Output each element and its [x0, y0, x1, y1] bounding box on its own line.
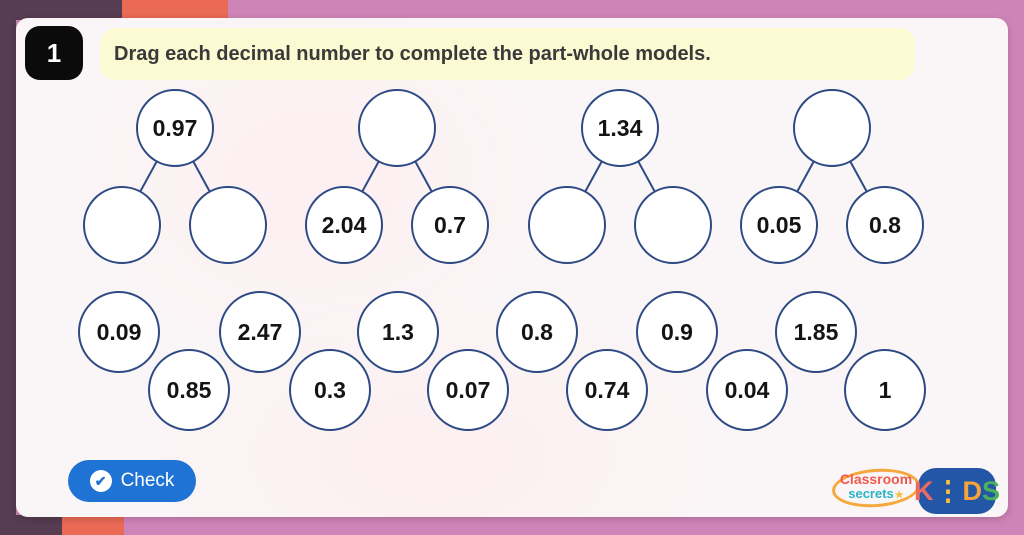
part-circle: 0.05 [740, 186, 818, 264]
draggable-number[interactable]: 0.3 [289, 349, 371, 431]
classroom-secrets-logo: Classroom secrets★ [830, 465, 922, 511]
frame-top-orange [122, 0, 228, 20]
whole-circle: 0.97 [136, 89, 214, 167]
draggable-number[interactable]: 0.9 [636, 291, 718, 373]
kids-i-dots-icon: ⋮ [934, 475, 962, 506]
question-number-badge: 1 [25, 26, 83, 80]
kids-logo: K ⋮ D S [914, 468, 1000, 514]
draggable-number[interactable]: 2.47 [219, 291, 301, 373]
secrets-text: secrets★ [848, 486, 904, 502]
draggable-number[interactable]: 1 [844, 349, 926, 431]
part-circle-empty[interactable] [528, 186, 606, 264]
part-circle-empty[interactable] [189, 186, 267, 264]
whole-circle-empty[interactable] [358, 89, 436, 167]
draggable-number[interactable]: 1.3 [357, 291, 439, 373]
part-circle-empty[interactable] [83, 186, 161, 264]
kids-letter-k: K [914, 475, 934, 506]
draggable-number[interactable]: 0.04 [706, 349, 788, 431]
classroom-text: Classroom [839, 471, 913, 487]
part-circle: 2.04 [305, 186, 383, 264]
part-circle: 0.7 [411, 186, 489, 264]
part-whole-model-4: 0.05 0.8 [727, 89, 937, 265]
draggable-number[interactable]: 0.07 [427, 349, 509, 431]
check-circle-icon: ✔ [89, 470, 112, 492]
star-icon: ★ [894, 490, 904, 501]
draggable-number[interactable]: 0.09 [78, 291, 160, 373]
frame-top-purple [0, 0, 122, 20]
frame-bottom-orange [62, 515, 124, 535]
part-whole-model-1: 0.97 [70, 89, 280, 265]
draggable-number[interactable]: 0.8 [496, 291, 578, 373]
draggable-number[interactable]: 0.85 [148, 349, 230, 431]
check-button[interactable]: ✔ Check [68, 460, 196, 502]
part-circle: 0.8 [846, 186, 924, 264]
part-whole-model-3: 1.34 [515, 89, 725, 265]
instruction-banner: Drag each decimal number to complete the… [100, 28, 915, 80]
activity-card: 1 Drag each decimal number to complete t… [16, 18, 1008, 517]
draggable-number[interactable]: 0.74 [566, 349, 648, 431]
kids-letter-s: S [982, 475, 1001, 506]
part-circle-empty[interactable] [634, 186, 712, 264]
frame-bottom-purple [0, 515, 62, 535]
frame-left [0, 0, 16, 535]
part-whole-model-2: 2.04 0.7 [292, 89, 502, 265]
draggable-number[interactable]: 1.85 [775, 291, 857, 373]
check-button-label: Check [120, 470, 175, 491]
whole-circle-empty[interactable] [793, 89, 871, 167]
instruction-text: Drag each decimal number to complete the… [114, 42, 711, 65]
whole-circle: 1.34 [581, 89, 659, 167]
kids-letter-d: D [962, 475, 983, 506]
